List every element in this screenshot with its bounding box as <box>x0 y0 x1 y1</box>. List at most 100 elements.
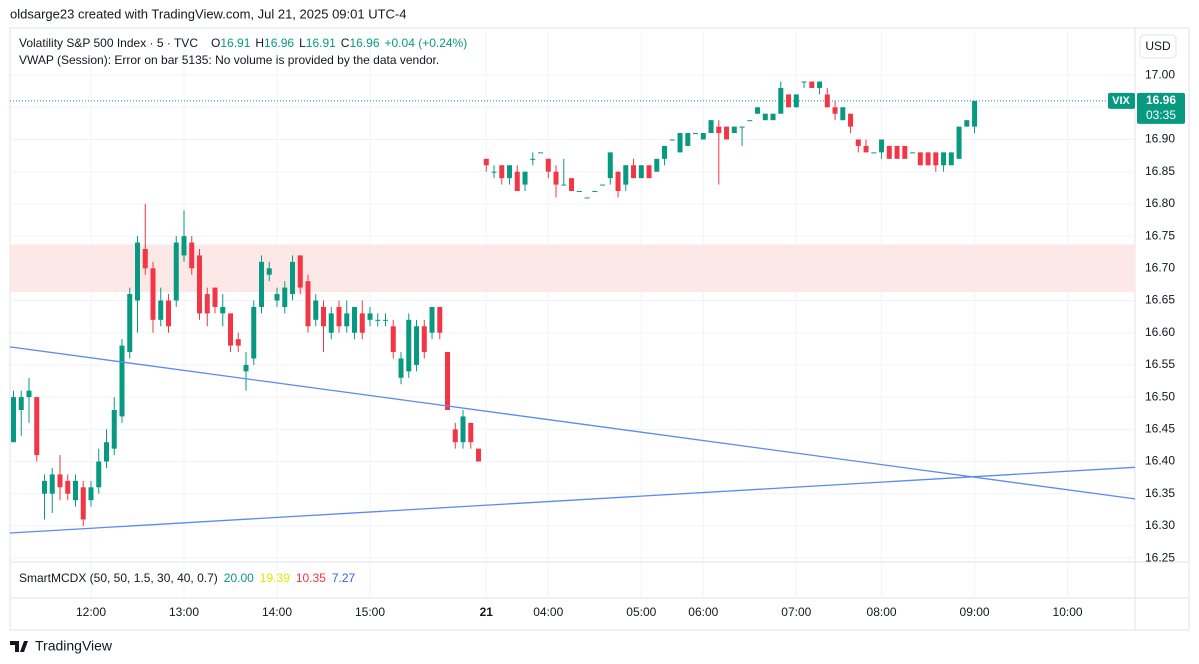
candle-body <box>421 326 427 353</box>
candle-body <box>662 145 668 159</box>
legend-note: VWAP (Session): Error on bar 5135: No vo… <box>19 53 439 67</box>
indicator-name: SmartMCDX (50, 50, 1.5, 30, 40, 0.7) <box>19 571 218 585</box>
candle-body <box>406 319 412 372</box>
y-tick-label: 16.35 <box>1145 486 1175 500</box>
y-tick-label: 16.80 <box>1145 196 1175 210</box>
chart-frame <box>9 27 1190 631</box>
candle-body <box>724 126 730 140</box>
candle-body <box>933 152 939 166</box>
currency[interactable]: USD <box>1145 39 1171 53</box>
candle-body <box>468 422 474 443</box>
candle-body <box>10 397 16 443</box>
candle-body <box>259 261 265 307</box>
candle-body <box>228 313 234 346</box>
candle-body <box>840 107 846 121</box>
candle-body <box>134 242 140 301</box>
candle-body <box>352 306 358 333</box>
candle-body <box>328 313 334 333</box>
candle-body <box>522 171 528 185</box>
candle-body <box>220 306 226 314</box>
legend-symbol: Volatility S&P 500 Index · 5 · TVC <box>19 36 198 50</box>
candle-body <box>460 416 466 443</box>
symbol-tag-bg <box>1108 92 1135 109</box>
candle-body <box>809 81 815 88</box>
candle-body <box>755 107 761 114</box>
candle-body <box>956 126 962 159</box>
candle-body <box>197 255 203 314</box>
candle-body <box>879 139 885 153</box>
y-tick-label: 16.65 <box>1145 293 1175 307</box>
candle-body <box>476 448 482 462</box>
candle-body <box>793 94 799 108</box>
candle-body <box>948 152 954 166</box>
x-tick-label: 10:00 <box>1053 605 1083 619</box>
candle-body <box>584 197 590 199</box>
x-tick-label: 12:00 <box>76 605 106 619</box>
candle-body <box>290 261 296 295</box>
change: +0.04 (+0.24%) <box>385 36 468 50</box>
candle-body <box>212 287 218 307</box>
candle-body <box>576 191 582 193</box>
candle-body <box>142 248 148 269</box>
candle-body <box>871 152 877 154</box>
candle-body <box>165 300 171 327</box>
candle-body <box>57 474 63 488</box>
currency-button[interactable] <box>1139 34 1177 59</box>
candle-body <box>375 319 381 321</box>
countdown: 03:35 <box>1146 108 1176 122</box>
candle-body <box>824 94 830 108</box>
candle-body <box>530 158 536 160</box>
candle-body <box>917 152 923 166</box>
trendline <box>9 346 1136 500</box>
y-tick-label: 16.45 <box>1145 421 1175 435</box>
candle-body <box>910 152 916 154</box>
candle-body <box>88 487 94 501</box>
candle-body <box>886 145 892 159</box>
candle-body <box>18 397 24 410</box>
candle-body <box>483 158 489 166</box>
candle-body <box>96 461 102 488</box>
candle-body <box>623 165 629 185</box>
indicator-value: 20.00 <box>224 571 254 585</box>
candle-body <box>538 152 544 154</box>
candle-body <box>747 120 753 122</box>
ohlc-value: 16.91 <box>220 36 250 50</box>
y-tick-label: 16.90 <box>1145 132 1175 146</box>
candle-body <box>778 87 784 114</box>
candle-body <box>553 171 559 185</box>
trendline <box>9 466 1136 534</box>
candle-body <box>646 165 652 179</box>
candle-body <box>631 165 637 179</box>
y-tick-label: 16.55 <box>1145 357 1175 371</box>
candle-body <box>111 410 117 449</box>
candle-body <box>592 191 598 193</box>
indicator-value: 10.35 <box>296 571 326 585</box>
candle-body <box>103 442 109 462</box>
candle-body <box>894 145 900 159</box>
candle-body <box>855 139 861 146</box>
candle-body <box>26 390 32 398</box>
candle-body <box>127 294 133 353</box>
candle-body <box>390 326 396 353</box>
candle-body <box>716 126 722 134</box>
ohlc-label: C <box>341 36 350 50</box>
candle-body <box>545 158 551 172</box>
legend-ohlc: O16.91 H16.96 L16.91 C16.96 +0.04 (+0.24%) <box>211 36 467 50</box>
candle-body <box>383 319 389 321</box>
y-tick-label: 16.85 <box>1145 164 1175 178</box>
candle-body <box>49 474 55 494</box>
candle-body <box>251 306 257 359</box>
candle-body <box>902 145 908 159</box>
plot <box>9 30 1136 598</box>
logo-mark <box>10 641 28 652</box>
candle-body <box>507 165 513 179</box>
candle-body <box>398 358 404 378</box>
candle-body <box>243 364 249 372</box>
candle-body <box>669 139 675 141</box>
indicator-value: 7.27 <box>332 571 356 585</box>
y-tick-label: 16.25 <box>1145 550 1175 564</box>
candle-body <box>817 81 823 88</box>
candle-body <box>305 281 311 327</box>
candle-body <box>414 326 420 365</box>
